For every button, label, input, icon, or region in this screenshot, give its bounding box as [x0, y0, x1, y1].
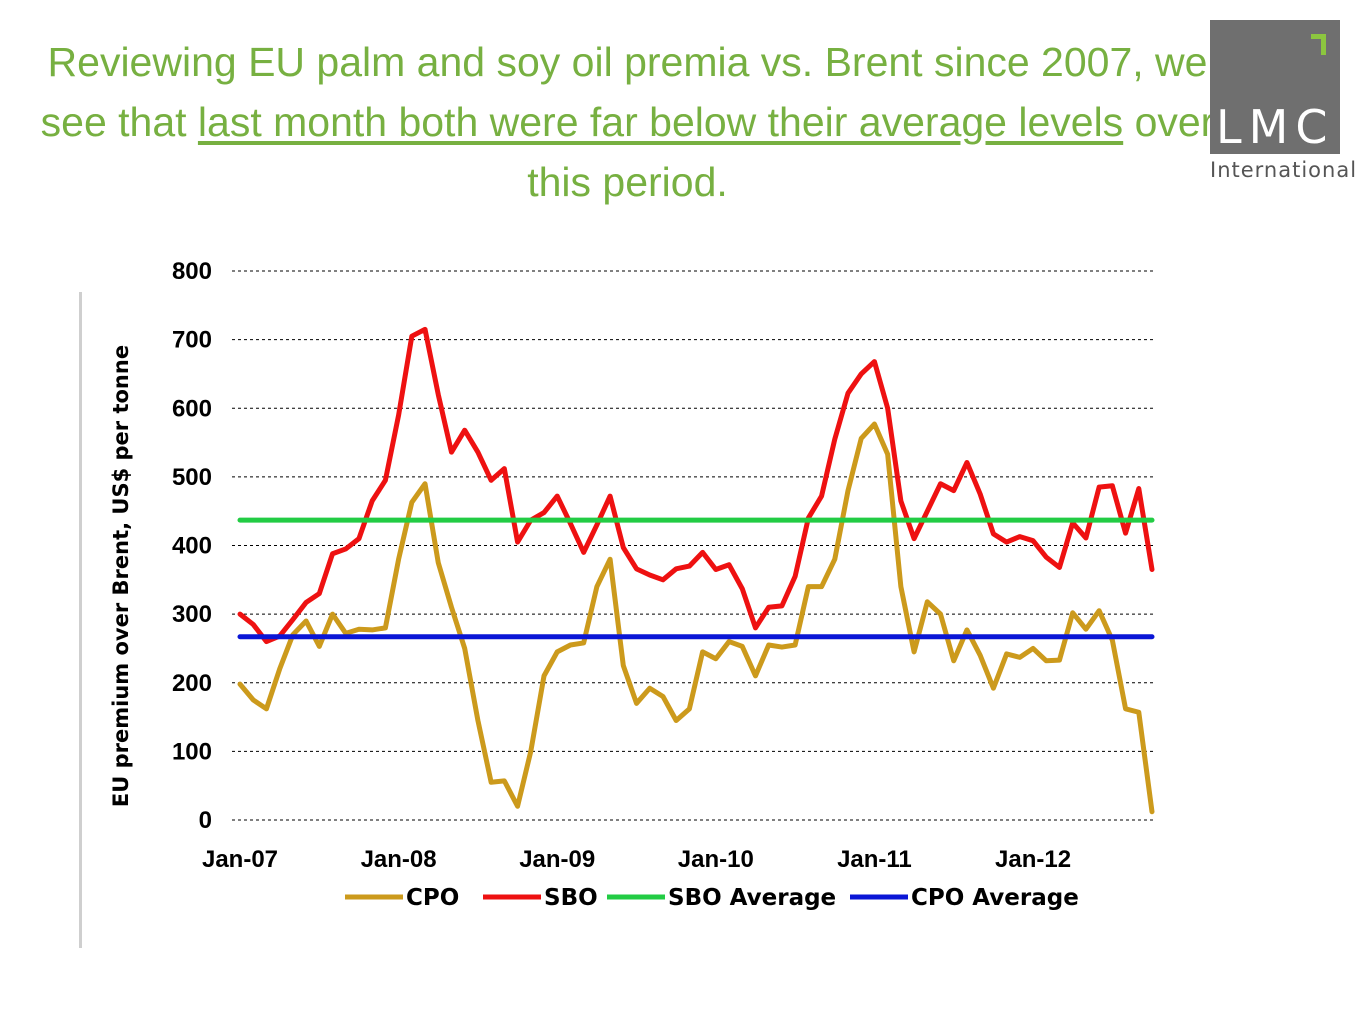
title-underlined: last month both were far below their ave…: [197, 99, 1124, 145]
title-tail: over this period.: [527, 99, 1215, 205]
title-lead: Reviewing EU palm and soy oil premia vs.…: [40, 39, 1208, 145]
logo-subtitle: International: [1210, 158, 1358, 182]
y-tick-labels: 0 100 200 300 400 500 600 700 800: [172, 258, 212, 834]
y-tick-label: 200: [172, 670, 212, 697]
legend-label-sbo: SBO: [544, 885, 598, 911]
x-tick-label: Jan-09: [519, 846, 595, 873]
y-tick-label: 700: [172, 327, 212, 354]
cpo-line: [237, 421, 1155, 815]
legend-label-cpo: CPO: [406, 885, 459, 911]
gridlines: [232, 270, 1155, 821]
series-lines: [237, 326, 1155, 815]
x-tick-label: Jan-11: [837, 846, 912, 873]
y-tick-label: 400: [172, 533, 212, 560]
legend: CPO SBO SBO Average CPO Average: [345, 885, 1079, 911]
x-tick-labels: Jan-07 Jan-08 Jan-09 Jan-10 Jan-11 Jan-12: [202, 846, 1071, 873]
y-tick-label: 600: [172, 395, 212, 422]
y-tick-label: 500: [172, 464, 212, 491]
legend-label-sbo-average: SBO Average: [668, 885, 836, 911]
logo-text: LMC: [1216, 100, 1335, 154]
lmc-logo: LMC: [1210, 20, 1340, 154]
x-tick-label: Jan-08: [361, 846, 437, 873]
x-tick-label: Jan-12: [995, 846, 1071, 873]
y-tick-label: 100: [172, 738, 212, 765]
slide-title: Reviewing EU palm and soy oil premia vs.…: [40, 32, 1215, 212]
y-tick-label: 0: [199, 807, 212, 834]
y-tick-label: 800: [172, 258, 212, 285]
divider: [79, 292, 82, 948]
y-tick-label: 300: [172, 601, 212, 628]
x-tick-label: Jan-10: [678, 846, 754, 873]
legend-label-cpo-average: CPO Average: [911, 885, 1079, 911]
y-axis-label: EU premium over Brent, US$ per tonne: [109, 345, 133, 807]
x-tick-label: Jan-07: [202, 846, 278, 873]
sbo-line: [237, 326, 1155, 645]
corner-mark-icon: [1311, 34, 1326, 55]
